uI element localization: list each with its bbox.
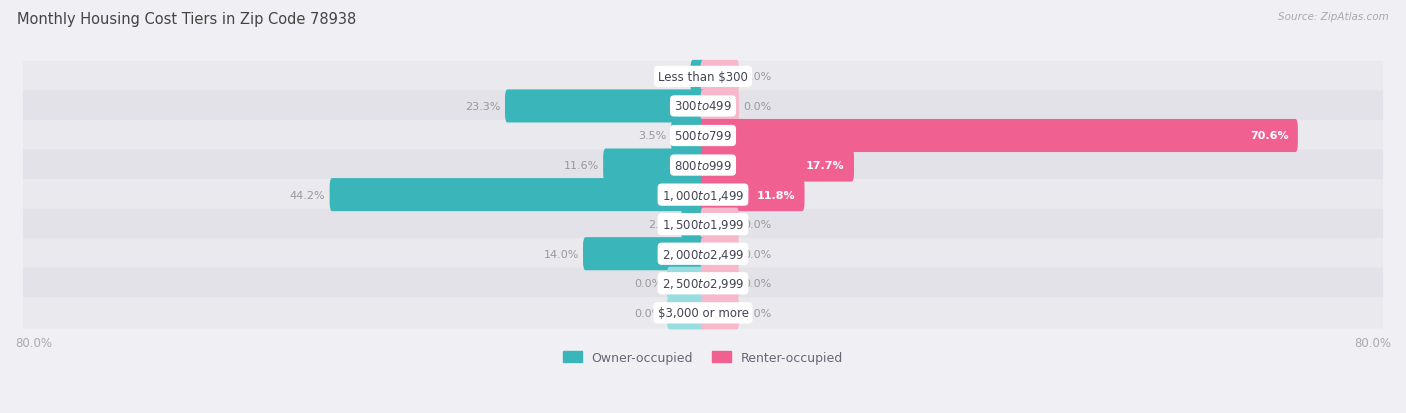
Legend: Owner-occupied, Renter-occupied: Owner-occupied, Renter-occupied <box>558 346 848 369</box>
FancyBboxPatch shape <box>700 149 853 182</box>
Text: 0.0%: 0.0% <box>744 279 772 289</box>
Text: 0.0%: 0.0% <box>744 220 772 230</box>
FancyBboxPatch shape <box>666 267 706 300</box>
Text: Monthly Housing Cost Tiers in Zip Code 78938: Monthly Housing Cost Tiers in Zip Code 7… <box>17 12 356 27</box>
Text: 0.0%: 0.0% <box>634 279 662 289</box>
Text: Less than $300: Less than $300 <box>658 71 748 84</box>
FancyBboxPatch shape <box>22 121 1384 152</box>
FancyBboxPatch shape <box>22 150 1384 181</box>
Text: 2.3%: 2.3% <box>648 220 678 230</box>
Text: 80.0%: 80.0% <box>1354 336 1391 349</box>
FancyBboxPatch shape <box>671 120 706 153</box>
Text: 1.2%: 1.2% <box>658 72 686 82</box>
Text: $2,500 to $2,999: $2,500 to $2,999 <box>662 277 744 291</box>
FancyBboxPatch shape <box>329 179 706 211</box>
FancyBboxPatch shape <box>700 267 740 300</box>
FancyBboxPatch shape <box>700 120 1298 153</box>
Text: 0.0%: 0.0% <box>634 308 662 318</box>
FancyBboxPatch shape <box>700 61 740 94</box>
Text: 3.5%: 3.5% <box>638 131 666 141</box>
FancyBboxPatch shape <box>22 238 1384 270</box>
FancyBboxPatch shape <box>681 208 706 241</box>
Text: 23.3%: 23.3% <box>465 102 501 112</box>
FancyBboxPatch shape <box>700 237 740 271</box>
FancyBboxPatch shape <box>583 237 706 271</box>
Text: $1,500 to $1,999: $1,500 to $1,999 <box>662 218 744 232</box>
FancyBboxPatch shape <box>700 208 740 241</box>
Text: 11.6%: 11.6% <box>564 161 599 171</box>
FancyBboxPatch shape <box>505 90 706 123</box>
Text: 0.0%: 0.0% <box>744 308 772 318</box>
Text: $2,000 to $2,499: $2,000 to $2,499 <box>662 247 744 261</box>
FancyBboxPatch shape <box>666 297 706 330</box>
Text: 0.0%: 0.0% <box>744 72 772 82</box>
Text: $3,000 or more: $3,000 or more <box>658 306 748 320</box>
FancyBboxPatch shape <box>22 91 1384 122</box>
Text: 11.8%: 11.8% <box>756 190 796 200</box>
FancyBboxPatch shape <box>700 297 740 330</box>
Text: 70.6%: 70.6% <box>1250 131 1289 141</box>
Text: 44.2%: 44.2% <box>290 190 325 200</box>
FancyBboxPatch shape <box>22 297 1384 329</box>
FancyBboxPatch shape <box>22 209 1384 240</box>
FancyBboxPatch shape <box>22 180 1384 211</box>
Text: $300 to $499: $300 to $499 <box>673 100 733 113</box>
FancyBboxPatch shape <box>700 90 740 123</box>
FancyBboxPatch shape <box>690 61 706 94</box>
Text: $500 to $799: $500 to $799 <box>673 130 733 142</box>
Text: $1,000 to $1,499: $1,000 to $1,499 <box>662 188 744 202</box>
Text: Source: ZipAtlas.com: Source: ZipAtlas.com <box>1278 12 1389 22</box>
FancyBboxPatch shape <box>700 179 804 211</box>
FancyBboxPatch shape <box>22 268 1384 299</box>
Text: $800 to $999: $800 to $999 <box>673 159 733 172</box>
Text: 14.0%: 14.0% <box>544 249 579 259</box>
Text: 0.0%: 0.0% <box>744 102 772 112</box>
Text: 0.0%: 0.0% <box>744 249 772 259</box>
FancyBboxPatch shape <box>22 62 1384 93</box>
Text: 17.7%: 17.7% <box>806 161 845 171</box>
FancyBboxPatch shape <box>603 149 706 182</box>
Text: 80.0%: 80.0% <box>15 336 52 349</box>
